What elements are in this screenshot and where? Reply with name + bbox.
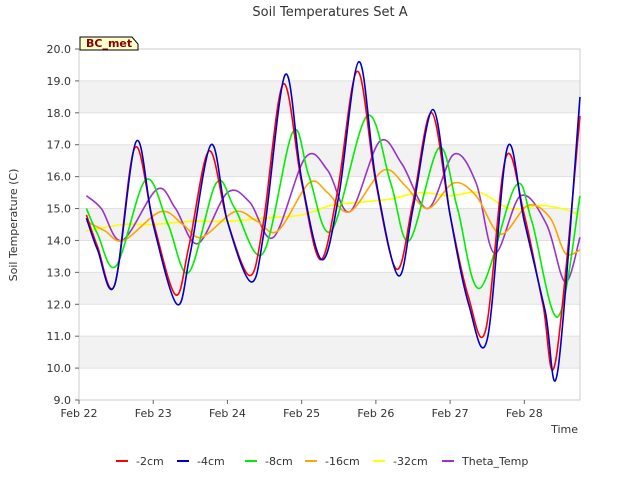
plot-band [79, 80, 580, 113]
y-tick-label: 16.0 [47, 171, 72, 184]
y-tick-label: 20.0 [47, 43, 72, 56]
y-tick-label: 10.0 [47, 362, 72, 375]
plot-background-bands [79, 80, 580, 369]
legend-label-2cm: -2cm [136, 455, 164, 468]
series-lines [85, 60, 581, 382]
legend-label-theta-temp: Theta_Temp [461, 455, 528, 468]
x-tick-label: Feb 23 [135, 407, 172, 420]
plot-band [79, 272, 580, 305]
x-axis-label: Time [550, 423, 578, 436]
station-badge: BC_met [79, 36, 139, 51]
y-tick-label: 9.0 [54, 394, 72, 407]
y-tick-label: 11.0 [47, 330, 72, 343]
x-tick-label: Feb 28 [506, 407, 543, 420]
legend-label-4cm: -4cm [197, 455, 225, 468]
x-tick-label: Feb 26 [357, 407, 394, 420]
y-axis-label: Soil Temperature (C) [7, 169, 20, 282]
plot-band [79, 336, 580, 369]
series-line-8cm [85, 114, 581, 318]
chart-title: Soil Temperatures Set A [252, 5, 407, 20]
legend-label-32cm: -32cm [393, 455, 428, 468]
y-tick-label: 17.0 [47, 139, 72, 152]
x-tick-label: Feb 27 [432, 407, 469, 420]
y-tick-label: 19.0 [47, 75, 72, 88]
legend-label-8cm: -8cm [265, 455, 293, 468]
y-tick-label: 12.0 [47, 298, 72, 311]
x-axis-ticks: Feb 22 Feb 23 Feb 24 Feb 25 Feb 26 Feb 27 Feb … [61, 400, 543, 420]
plot-frame [78, 48, 581, 401]
station-badge-label: BC_met [86, 37, 132, 50]
series-line-4cm [85, 60, 581, 382]
legend: -2cm -4cm -8cm -16cm -32cm Theta_Temp [116, 455, 528, 468]
x-tick-label: Feb 22 [61, 407, 98, 420]
y-axis-ticks: 9.0 10.0 11.0 12.0 13.0 14.0 15.0 16.0 17.0 18.0 1… [47, 43, 79, 407]
legend-label-16cm: -16cm [325, 455, 360, 468]
y-tick-label: 15.0 [47, 203, 72, 216]
y-tick-label: 18.0 [47, 107, 72, 120]
y-tick-label: 13.0 [47, 266, 72, 279]
x-tick-label: Feb 24 [209, 407, 246, 420]
y-tick-label: 14.0 [47, 234, 72, 247]
plot-band [79, 144, 580, 177]
x-tick-label: Feb 25 [283, 407, 320, 420]
